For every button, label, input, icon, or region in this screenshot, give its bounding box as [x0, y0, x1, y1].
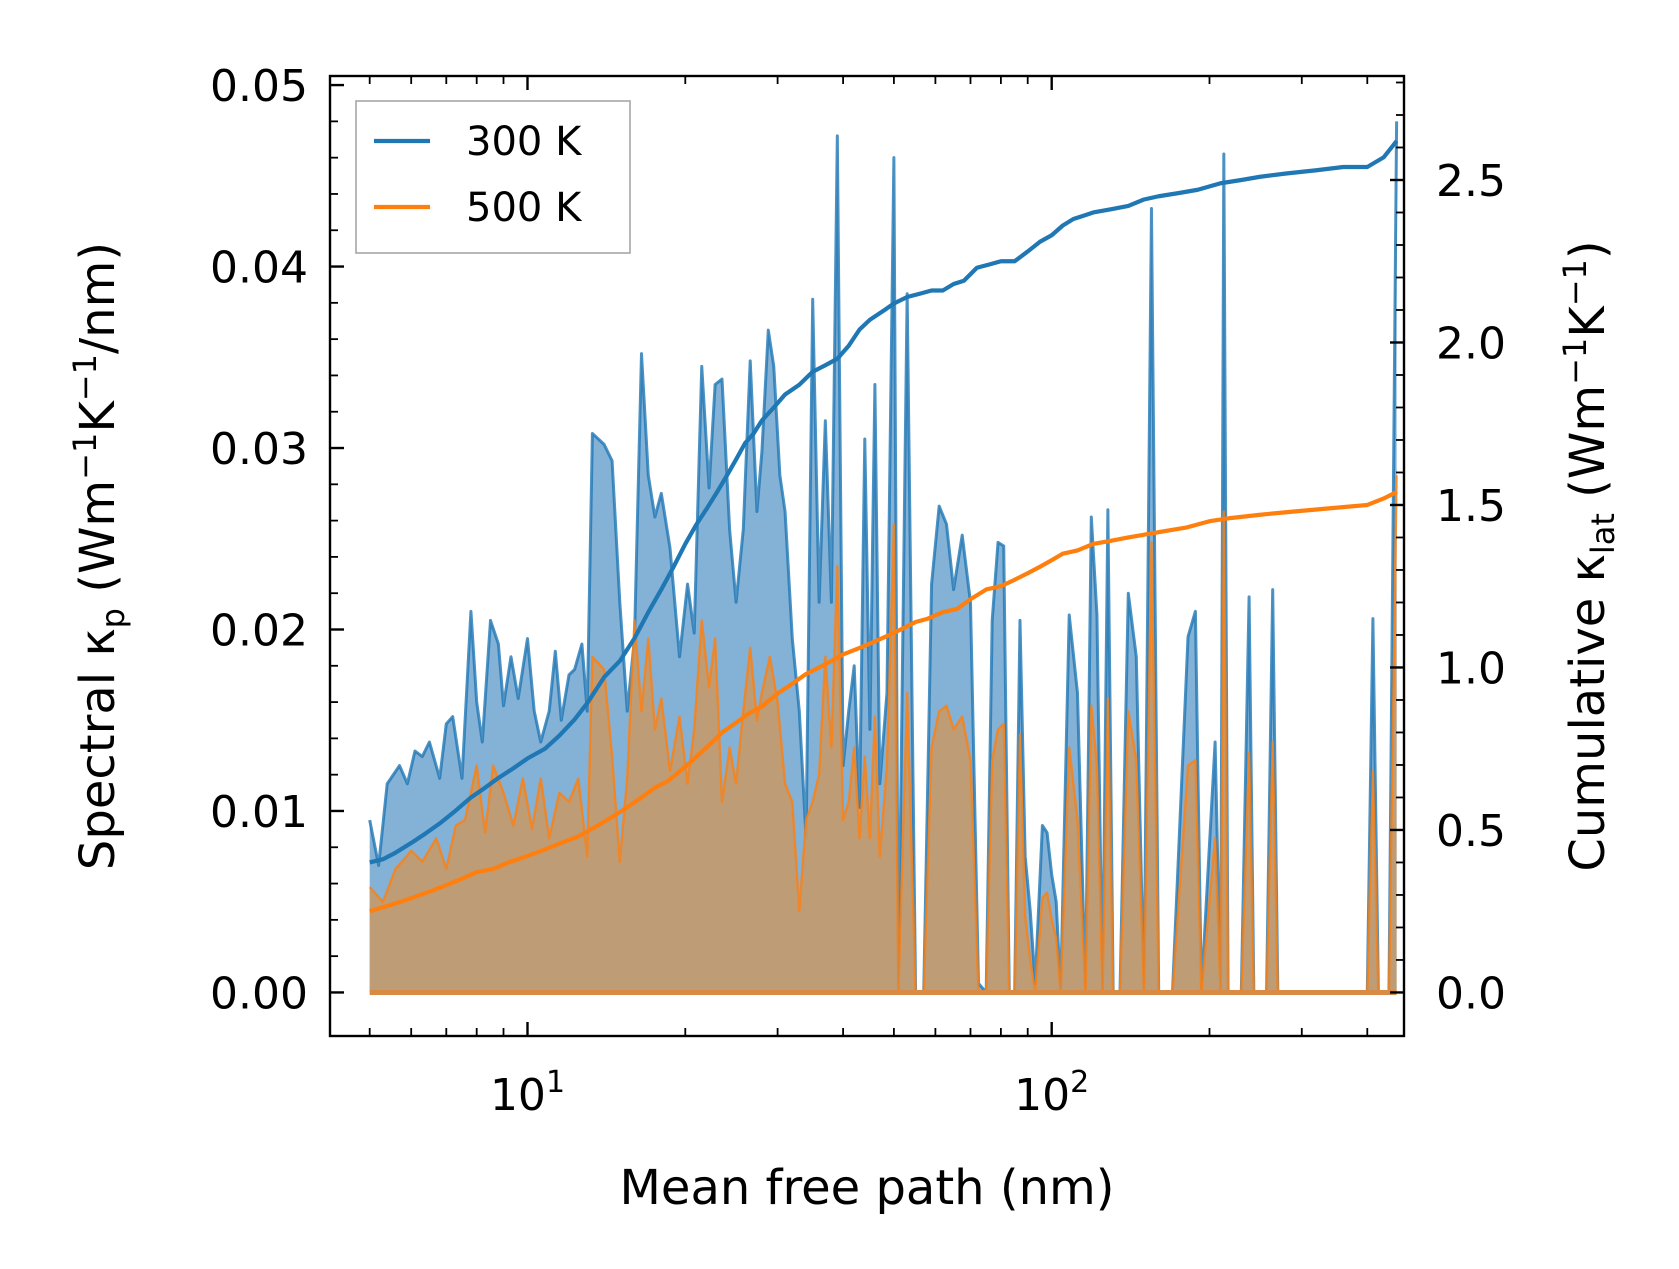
y-title-exponent: −1: [66, 433, 104, 480]
y2-title-base: Cumulative κ: [1560, 554, 1616, 872]
y2-title-unit-end: ): [1560, 240, 1616, 259]
spectral-line-500-k: [368, 475, 1398, 994]
y2-tick-label: 1.0: [1436, 643, 1506, 694]
y-title-exponent-2: −1: [66, 354, 104, 401]
y-title-base: Spectral κ: [70, 628, 126, 870]
y-tick-label: 0.04: [210, 243, 308, 294]
x-tick-label: 102: [1014, 1065, 1089, 1121]
legend-box: [355, 100, 631, 254]
y-title-unit: (Wm: [70, 480, 126, 608]
plot-frame: [328, 74, 1406, 1038]
y2-tick-label: 0.0: [1436, 968, 1506, 1019]
axis-titles: Mean free path (nm)Spectral κp (Wm−1K−1/…: [66, 240, 1622, 1216]
y-title-unit-end: /nm): [70, 242, 126, 354]
y2-title-unit: (Wm: [1560, 385, 1616, 513]
y2-title-exponent: −1: [1556, 338, 1594, 385]
x-tick-exponent: 1: [546, 1065, 565, 1100]
y-axis-title: Spectral κp (Wm−1K−1/nm): [66, 242, 132, 870]
y2-axis-title: Cumulative κlat (Wm−1K−1): [1556, 240, 1622, 871]
legend-label-300-k: 300 K: [466, 119, 583, 165]
spectral-line-300-k: [368, 121, 1399, 994]
y-tick-label: 0.05: [210, 61, 308, 112]
x-tick-label: 101: [490, 1065, 565, 1121]
y-tick-label: 0.03: [210, 424, 308, 475]
y2-tick-label: 2.5: [1436, 156, 1506, 207]
x-tick-base: 10: [1014, 1070, 1070, 1121]
y2-title-unit-k: K: [1560, 305, 1616, 338]
x-tick-exponent: 2: [1070, 1065, 1089, 1100]
cumulative-line-300-k: [369, 139, 1399, 865]
y2-tick-label: 0.5: [1436, 806, 1506, 857]
legend: 300 K 500 K: [355, 100, 631, 254]
y-tick-label: 0.02: [210, 605, 308, 656]
y-tick-label: 0.00: [210, 968, 308, 1019]
x-tick-base: 10: [490, 1070, 546, 1121]
series-group: [368, 121, 1399, 995]
y2-tick-label: 2.0: [1436, 318, 1506, 369]
y2-title-subscript: lat: [1584, 513, 1622, 554]
y-tick-label: 0.01: [210, 787, 308, 838]
y-title-unit-k: K: [70, 400, 126, 433]
y-title-subscript: p: [94, 608, 132, 628]
legend-label-500-k: 500 K: [466, 185, 583, 231]
y2-tick-label: 1.5: [1436, 481, 1506, 532]
plot-area: [368, 121, 1399, 995]
cumulative-line-500-k: [369, 490, 1398, 914]
spectral-fill-500-k: [369, 475, 1397, 993]
x-axis-title: Mean free path (nm): [620, 1160, 1115, 1216]
axes: 101 1020.000.010.020.030.040.050.00.51.01…: [210, 61, 1506, 1121]
y2-title-exponent-2: −1: [1556, 259, 1594, 306]
